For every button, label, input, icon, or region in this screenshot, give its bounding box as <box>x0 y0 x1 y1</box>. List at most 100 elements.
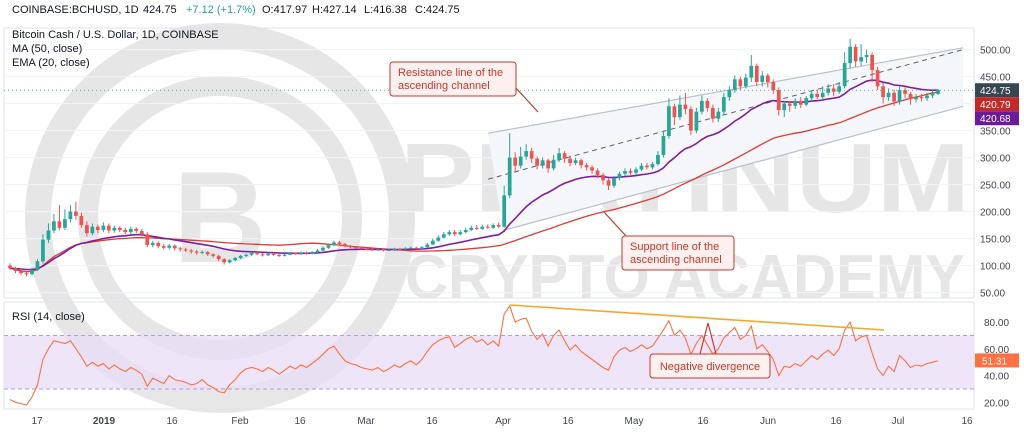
candle-body <box>463 229 468 233</box>
candle-body <box>123 229 128 233</box>
candle-body <box>595 170 600 175</box>
candle-body <box>458 232 463 235</box>
candle-body <box>831 88 836 92</box>
candle-body <box>815 93 820 98</box>
ema-indicator-label[interactable]: EMA (20, close) <box>12 57 90 69</box>
candle-body <box>606 180 611 186</box>
close-value: C:424.75 <box>415 4 460 16</box>
rsi-tick-label: 60.00 <box>984 345 1009 356</box>
candle-body <box>617 173 622 179</box>
time-x-axis: 17 2019 16 Feb 16 Mar 16 Apr 16 May 16 Jun 16 Jul 16 <box>31 416 973 427</box>
candle-body <box>930 92 935 96</box>
candle-body <box>441 234 446 238</box>
candle-body <box>128 228 133 233</box>
candle-body <box>117 227 122 230</box>
candle-body <box>568 158 572 163</box>
candle-body <box>710 107 715 119</box>
last-price-tag-bg <box>975 83 1019 98</box>
candle-body <box>793 100 798 106</box>
candle-body <box>612 178 616 186</box>
change-value: +7.12 (+1.7%) <box>186 4 256 16</box>
candle-body <box>74 211 78 216</box>
candle-body <box>853 46 858 62</box>
candle-body <box>782 103 787 111</box>
candle-body <box>156 242 161 247</box>
x-tick-label: 16 <box>961 416 973 427</box>
candle-body <box>19 271 23 274</box>
candle-body <box>502 195 507 227</box>
candle-body <box>337 242 342 244</box>
candle-body <box>365 248 369 250</box>
rsi-y-axis: 20.00 40.00 60.00 80.00 <box>984 318 1009 409</box>
candle-body <box>474 227 479 229</box>
candle-body <box>491 225 496 228</box>
rsi-indicator-label[interactable]: RSI (14, close) <box>12 311 85 323</box>
candle-body <box>875 70 880 87</box>
moving-averages <box>9 79 939 273</box>
candle-body <box>30 269 34 275</box>
candle-body <box>436 237 441 241</box>
candle-body <box>271 253 276 255</box>
candle-body <box>820 92 825 98</box>
candle-body <box>518 156 523 166</box>
x-tick-label: Jul <box>892 416 905 427</box>
candle-body <box>68 211 73 220</box>
candle-body <box>8 265 12 269</box>
candle-body <box>584 165 589 168</box>
resistance-line <box>487 47 964 134</box>
candle-body <box>507 157 512 196</box>
candle-body <box>63 219 67 228</box>
candle-body <box>167 245 172 248</box>
x-tick-label: 16 <box>426 416 438 427</box>
candle-body <box>809 93 814 99</box>
candle-body <box>886 92 891 98</box>
candle-body <box>326 245 331 248</box>
candle-body <box>798 100 803 105</box>
rsi-tick-label: 20.00 <box>984 398 1009 409</box>
candle-body <box>266 253 270 256</box>
divergence-text: Negative divergence <box>660 361 760 373</box>
x-tick-label: 16 <box>697 416 709 427</box>
candle-body <box>425 244 430 248</box>
candle-body <box>485 226 490 228</box>
candle-body <box>112 227 117 231</box>
high-value: H:427.14 <box>312 4 357 16</box>
watermark-ring <box>25 23 415 413</box>
candle-body <box>35 261 40 270</box>
symbol-label[interactable]: COINBASE:BCHUSD, 1D <box>12 4 139 16</box>
candle-body <box>573 160 578 163</box>
candle-body <box>430 240 435 245</box>
candle-body <box>754 65 759 82</box>
candle-body <box>189 250 194 252</box>
low-value: L:416.38 <box>364 4 407 16</box>
candle-body <box>650 164 655 168</box>
candle-body <box>244 254 248 256</box>
candle-body <box>85 225 89 234</box>
candle-body <box>178 248 183 250</box>
price-tick-label: 250.00 <box>980 181 1011 192</box>
price-tick-label: 350.00 <box>980 127 1011 138</box>
candle-body <box>661 136 666 155</box>
candle-body <box>46 230 51 240</box>
x-tick-label: 16 <box>562 416 574 427</box>
candle-body <box>13 268 18 271</box>
candle-body <box>738 79 743 87</box>
candle-body <box>227 260 232 263</box>
resistance-callout-pointer <box>515 87 539 113</box>
x-tick-label: Jun <box>760 416 776 427</box>
price-tick-label: 450.00 <box>980 73 1011 84</box>
watermark-logo-letter: B <box>173 144 267 290</box>
ema20-tag: 420.68 <box>980 114 1011 125</box>
ma-indicator-label[interactable]: MA (50, close) <box>12 43 82 55</box>
candle-body <box>24 273 29 275</box>
candle-body <box>623 171 627 174</box>
divergence-annotation: Negative divergence <box>509 304 885 379</box>
candle-body <box>804 98 809 105</box>
price-pane-frame <box>3 27 975 299</box>
ma50-tag: 420.79 <box>980 100 1011 111</box>
x-tick-label: May <box>625 416 644 427</box>
open-value: O:417.97 <box>262 4 307 16</box>
candle-body <box>95 226 100 230</box>
candle-body <box>161 246 166 248</box>
candle-body <box>771 82 776 91</box>
